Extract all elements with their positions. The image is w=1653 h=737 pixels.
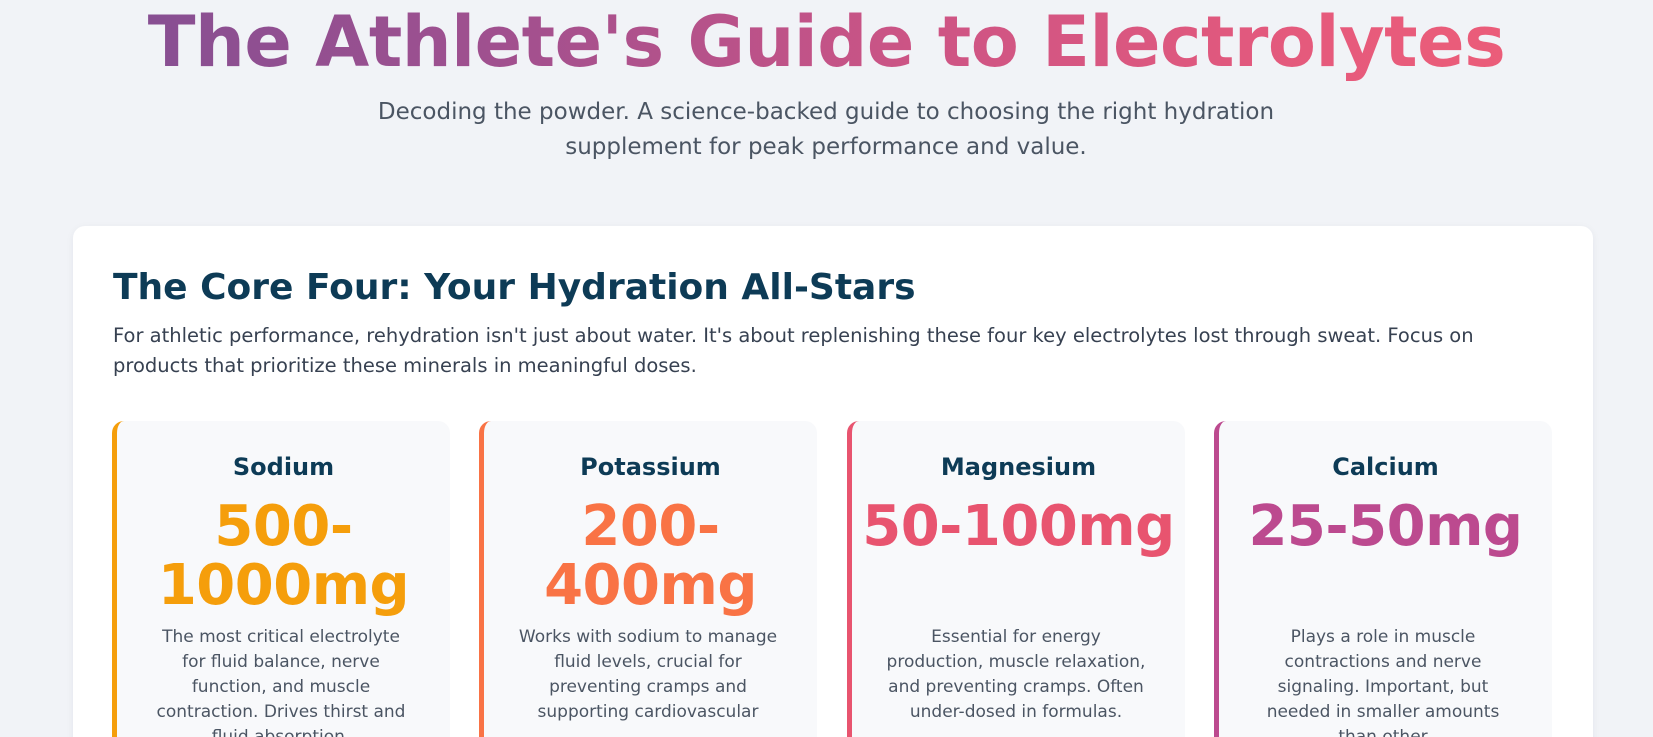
card-dose: 500-1000mg xyxy=(157,494,410,618)
card-description: Essential for energy production, muscle … xyxy=(886,627,1146,722)
card-description: The most critical electrolyte for fluid … xyxy=(156,627,406,737)
card-title: Sodium xyxy=(232,453,335,481)
card-description: Plays a role in muscle contractions and … xyxy=(1266,627,1500,737)
card-description: Works with sodium to manage fluid levels… xyxy=(518,627,778,722)
page-title: The Athlete's Guide to Electrolytes xyxy=(0,2,1653,82)
section-title: The Core Four: Your Hydration All-Stars xyxy=(113,267,916,308)
card-dose: 50-100mg xyxy=(862,494,1175,559)
page-subtitle: Decoding the powder. A science-backed gu… xyxy=(377,99,1275,160)
card-dose: 200-400mg xyxy=(544,494,757,618)
electrolyte-card-potassium: Potassium 200-400mg Works with sodium to… xyxy=(479,421,817,737)
card-dose: 25-50mg xyxy=(1248,494,1523,559)
card-title: Potassium xyxy=(580,453,721,481)
electrolyte-card-magnesium: Magnesium 50-100mg Essential for energy … xyxy=(847,421,1185,737)
electrolyte-card-calcium: Calcium 25-50mg Plays a role in muscle c… xyxy=(1214,421,1552,737)
card-title: Calcium xyxy=(1332,453,1439,481)
card-title: Magnesium xyxy=(940,453,1097,481)
electrolyte-card-sodium: Sodium 500-1000mg The most critical elec… xyxy=(112,421,450,737)
section-description: For athletic performance, rehydration is… xyxy=(113,324,1474,377)
